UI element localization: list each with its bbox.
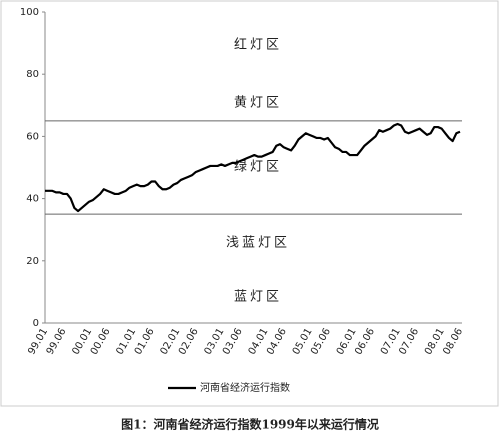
frame [0, 0, 499, 407]
zone-label: 浅蓝灯区 [226, 236, 290, 251]
y-tick-label: 80 [26, 69, 39, 80]
y-tick-label: 60 [26, 131, 39, 142]
y-tick-label: 20 [26, 256, 39, 267]
y-tick-label: 40 [26, 194, 39, 205]
zone-label: 蓝灯区 [234, 290, 282, 305]
legend-label: 河南省经济运行指数 [200, 381, 290, 394]
caption: 图1：河南省经济运行指数1999年以来运行情况 [121, 417, 379, 432]
zone-label: 绿灯区 [234, 160, 282, 175]
y-tick-label: 0 [33, 318, 39, 329]
zone-label: 红灯区 [234, 37, 282, 53]
zone-label: 黄灯区 [234, 96, 282, 111]
y-tick-label: 100 [20, 7, 39, 18]
data-line [45, 122, 461, 213]
